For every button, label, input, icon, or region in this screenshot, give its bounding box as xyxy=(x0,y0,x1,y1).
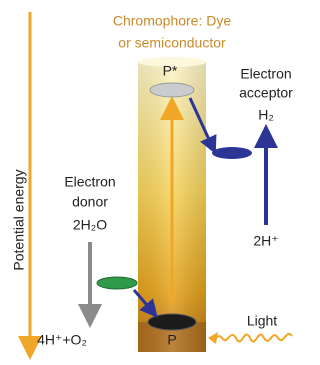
acceptor-reactant: 2H⁺ xyxy=(253,233,278,249)
light-wave xyxy=(214,334,292,342)
diagram: Potential energy Chromophore: Dye or sem… xyxy=(0,0,304,365)
acceptor-label: acceptor xyxy=(239,85,293,101)
ground-state: P xyxy=(167,332,176,348)
title: or semiconductor xyxy=(118,35,226,51)
donor-label: Electron xyxy=(64,174,115,190)
light-label: Light xyxy=(247,313,277,329)
acceptor-ellipse xyxy=(212,147,252,159)
axis-label: Potential energy xyxy=(11,169,27,270)
excited-state: P* xyxy=(163,63,178,79)
excited-ellipse xyxy=(150,83,194,97)
donor-product: 4H⁺+O₂ xyxy=(37,332,87,348)
acceptor-label: Electron xyxy=(240,66,291,82)
title: Chromophore: Dye xyxy=(113,13,231,29)
acceptor-product: H₂ xyxy=(258,107,274,123)
light-arrowhead xyxy=(208,332,218,344)
donor-label: donor xyxy=(72,194,108,210)
ground-ellipse xyxy=(148,314,196,330)
donor-reactant: 2H₂O xyxy=(73,217,107,233)
donor-ellipse xyxy=(97,277,137,289)
